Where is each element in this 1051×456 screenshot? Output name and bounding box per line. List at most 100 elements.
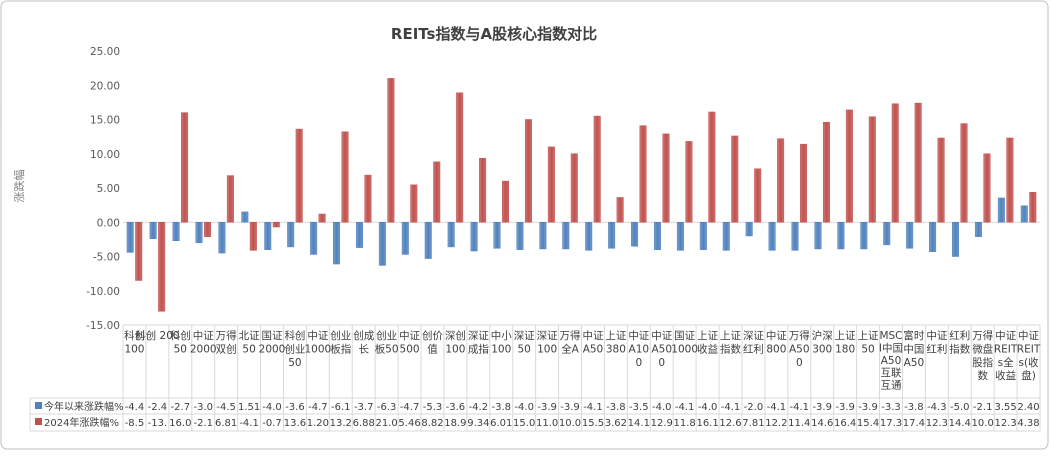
category-label: 上证 — [720, 330, 741, 342]
data-label: -4.7 — [308, 402, 328, 413]
category-label: 1000 — [304, 343, 331, 355]
data-label: 17.4 — [903, 418, 925, 429]
data-label: 21.0 — [376, 418, 398, 429]
ytd-bar — [860, 222, 868, 250]
y-axis: 25.00 20.00 15.00 10.00 5.00 0.00 -5.00 -10.00 -… — [86, 46, 120, 332]
data-label: 10.0 — [559, 418, 581, 429]
data-label: 1.51 — [238, 402, 260, 413]
y-tick-label: 20.00 — [90, 80, 120, 92]
ytd-bar — [470, 222, 478, 252]
category-label: 值 — [427, 342, 438, 355]
data-label: -5.3 — [423, 402, 443, 413]
ytd-bar — [974, 222, 982, 237]
y2024-bar — [135, 222, 143, 281]
data-label: 3.62 — [605, 418, 627, 429]
data-label: -2.7 — [171, 402, 191, 413]
y2024-bar — [662, 133, 670, 223]
category-label: 板指 — [330, 342, 351, 355]
ytd-bar — [401, 222, 409, 255]
category-label: 上证 — [605, 330, 626, 342]
category-label: 微盘 — [972, 342, 993, 355]
data-label: -3.8 — [606, 402, 626, 413]
data-label: -2.4 — [148, 402, 168, 413]
ytd-bar — [883, 222, 891, 246]
category-label: 深证 — [468, 330, 489, 342]
ytd-bar — [768, 222, 776, 251]
category-label: 长 — [358, 343, 369, 355]
data-label: 13.6 — [284, 418, 306, 429]
ytd-bar — [424, 222, 432, 259]
category-label: 中证 — [307, 329, 328, 342]
data-label: -6.1 — [331, 402, 351, 413]
data-label: 2.40 — [1017, 402, 1039, 413]
y2024-bar — [547, 146, 555, 223]
category-label: 收益 — [995, 369, 1016, 382]
ytd-bar — [791, 222, 799, 251]
data-label: -13. — [148, 418, 168, 429]
data-label: -8.5 — [125, 418, 145, 429]
y2024-bar — [272, 222, 280, 228]
table-grid — [29, 221, 1041, 432]
data-label: -3.8 — [492, 402, 512, 413]
category-label: 100 — [537, 343, 557, 355]
y2024-bar — [754, 168, 762, 223]
data-table: 今年以来涨跌幅% -4.4 -2.4 -2.7 -3.0 -4.5 1.51 -4.0 -3.6… — [35, 400, 1040, 429]
bar-series — [126, 78, 1037, 312]
y-tick-label: -5.00 — [93, 252, 120, 264]
category-label: 2000 — [259, 343, 286, 355]
y-tick-label: 15.00 — [90, 115, 120, 127]
category-label: A50 — [789, 343, 810, 355]
data-label: -3.9 — [537, 402, 557, 413]
ytd-bar — [676, 222, 684, 251]
category-label: 800 — [766, 343, 786, 355]
category-label: A50 — [881, 355, 902, 367]
ytd-bar — [562, 222, 570, 250]
category-label: 互联 — [880, 367, 901, 379]
y2024-bar — [639, 125, 647, 223]
category-label: 1000 — [671, 343, 698, 355]
y2024-bar — [960, 123, 968, 223]
category-label: MSC — [879, 330, 902, 342]
y2024-bar — [158, 222, 166, 312]
data-label: 12.3 — [994, 418, 1016, 429]
ytd-bar — [355, 222, 363, 248]
data-label: 6.81 — [215, 418, 237, 429]
data-label: 15.5 — [582, 418, 604, 429]
ytd-bar — [264, 222, 272, 250]
category-label: 收益 — [697, 342, 718, 355]
category-label: 科创 — [124, 329, 145, 342]
y2024-bar — [731, 135, 739, 223]
legend-entry: 今年以来涨跌幅% — [44, 400, 124, 413]
category-label: s全 — [998, 356, 1014, 369]
data-label: 4.38 — [1017, 418, 1039, 429]
y-tick-label: -15.00 — [86, 320, 120, 332]
y2024-bar — [456, 92, 464, 223]
data-label: 18.9 — [444, 418, 466, 429]
data-label: -4.1 — [790, 402, 810, 413]
data-label: -2.0 — [744, 402, 764, 413]
ytd-bar — [814, 222, 822, 250]
data-label: 13.2 — [330, 418, 352, 429]
category-label: 中证 — [399, 329, 420, 342]
legend-key — [35, 402, 42, 409]
y2024-bar — [249, 222, 257, 251]
ytd-bar — [378, 222, 386, 266]
y2024-bar — [295, 128, 303, 223]
y2024-bar — [502, 180, 510, 223]
category-label: 0 — [796, 357, 803, 369]
ytd-bar — [310, 222, 318, 255]
data-label: -4.7 — [400, 402, 420, 413]
category-label: 中证 — [628, 329, 649, 342]
category-label: 180 — [835, 343, 855, 355]
category-label: 中证 — [766, 329, 787, 342]
data-label: -3.6 — [446, 402, 466, 413]
ytd-bar — [447, 222, 455, 248]
ytd-bar — [241, 211, 249, 223]
y-tick-label: 25.00 — [90, 46, 120, 58]
category-label: 50 — [288, 357, 301, 369]
y2024-bar — [937, 137, 945, 223]
data-label: 12.2 — [765, 418, 787, 429]
category-label: 中证 — [995, 329, 1016, 342]
ytd-bar — [333, 222, 341, 265]
